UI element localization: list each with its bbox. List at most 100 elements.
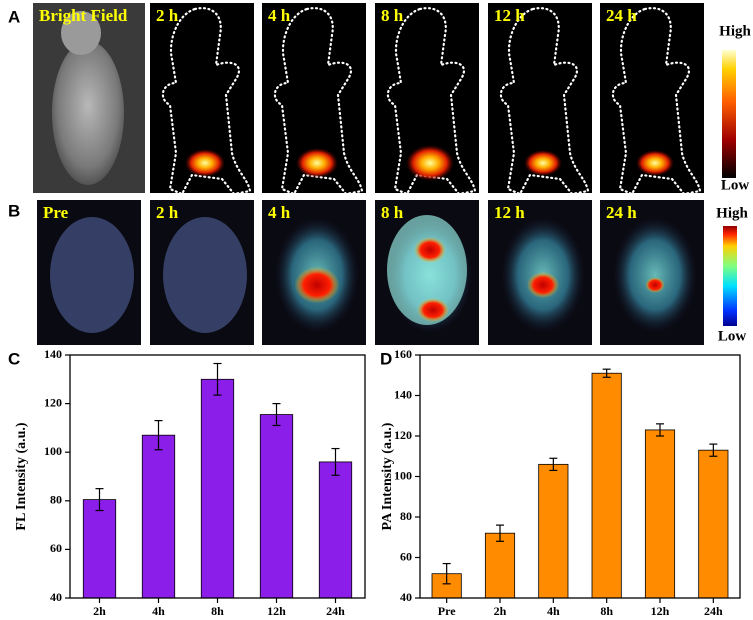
panel-label: B (8, 201, 20, 220)
y-tick-label: 40 (400, 590, 412, 604)
hotspot (294, 266, 340, 304)
error-bar (272, 403, 281, 427)
image-panel: 2 h (150, 200, 254, 345)
scale-high: High (716, 205, 748, 221)
image-caption: Bright Field (39, 6, 128, 25)
signal (524, 150, 562, 176)
image-caption: 4 h (268, 6, 291, 25)
tissue (613, 217, 697, 333)
image-caption: 2 h (156, 203, 179, 222)
bar (82, 499, 117, 599)
image-panel: 8 h (375, 200, 479, 345)
image-caption: Pre (43, 203, 69, 222)
error-bar (549, 457, 558, 472)
bar (259, 414, 294, 599)
image-caption: 2 h (156, 6, 179, 25)
image-caption: 12 h (494, 203, 525, 222)
error-bar (656, 423, 664, 437)
image-caption: 4 h (268, 203, 291, 222)
error-bar (602, 368, 611, 378)
y-tick-label: 120 (394, 428, 412, 442)
x-tick-label: 4h (547, 604, 560, 618)
plot-frame (69, 354, 366, 599)
error-bar (496, 524, 504, 542)
image-panel: Pre (37, 200, 141, 345)
hotspot (414, 237, 446, 263)
bar (591, 372, 622, 599)
x-tick-label: 24h (326, 604, 345, 618)
mouse-body (52, 41, 124, 185)
y-tick-label: 80 (400, 509, 412, 523)
scale-low: Low (718, 328, 747, 344)
image-caption: 8 h (381, 203, 404, 222)
hotspot (417, 298, 449, 322)
image-caption: 12 h (494, 6, 525, 25)
y-tick-label: 160 (394, 347, 412, 361)
bar (200, 378, 235, 599)
hotspot (645, 277, 665, 293)
x-tick-label: 4h (152, 604, 165, 618)
scale-low: Low (721, 177, 750, 193)
image-panel: 8 h (375, 3, 479, 196)
image-panel: Bright Field (33, 3, 145, 193)
image-panel: 2 h (150, 3, 254, 196)
tissue (50, 217, 134, 333)
image-panel: 4 h (262, 3, 366, 196)
colorbar (723, 226, 737, 326)
y-tick-label: 140 (394, 387, 412, 401)
y-tick-label: 40 (50, 590, 62, 604)
image-panel: 24 h (600, 3, 704, 196)
panel-label: D (380, 349, 392, 368)
image-caption: 24 h (606, 203, 637, 222)
x-tick-label: 24h (704, 604, 723, 618)
x-tick-label: 8h (600, 604, 613, 618)
image-panel: 12 h (488, 200, 592, 345)
error-bar (709, 443, 718, 457)
error-bar (331, 447, 340, 476)
colorbar (722, 50, 736, 178)
signal (185, 149, 225, 177)
y-tick-label: 100 (44, 444, 62, 458)
y-tick-label: 80 (50, 493, 62, 507)
y-axis-label: PA Intensity (a.u.) (380, 422, 395, 530)
mouse-outline (273, 7, 364, 196)
x-tick-label: 8h (211, 604, 224, 618)
image-panel: 12 h (488, 3, 592, 196)
hotspot (527, 272, 559, 298)
scale-high: High (719, 23, 751, 39)
error-bar (154, 420, 163, 451)
bar (484, 532, 516, 599)
mouse-outline (499, 7, 590, 196)
tissue-core (387, 215, 467, 325)
image-panel: 4 h (262, 200, 366, 345)
panel-label: A (8, 7, 20, 26)
error-bar (442, 562, 451, 585)
image-panel: 24 h (600, 200, 704, 345)
signal (296, 148, 338, 178)
mouse-outline (161, 7, 252, 196)
bar (698, 449, 729, 599)
y-tick-label: 60 (50, 541, 62, 555)
mouse-head (61, 11, 101, 55)
x-tick-label: 12h (651, 604, 670, 618)
signal (406, 145, 454, 181)
bar (318, 461, 353, 599)
y-tick-label: 100 (394, 468, 412, 482)
y-tick-label: 120 (44, 395, 62, 409)
y-tick-label: 60 (400, 549, 412, 563)
mouse-outline (386, 7, 477, 196)
panel-label: C (8, 349, 20, 368)
x-tick-label: 2h (494, 604, 507, 618)
mouse-outline (611, 7, 702, 196)
bar (141, 434, 176, 599)
error-bar (213, 362, 222, 396)
bar (538, 463, 569, 599)
plot-frame (419, 354, 741, 599)
error-bar (95, 488, 104, 512)
image-caption: 24 h (606, 6, 637, 25)
bar (644, 429, 676, 599)
x-tick-label: 2h (93, 604, 106, 618)
x-tick-label: Pre (438, 604, 456, 618)
y-tick-label: 140 (44, 347, 62, 361)
